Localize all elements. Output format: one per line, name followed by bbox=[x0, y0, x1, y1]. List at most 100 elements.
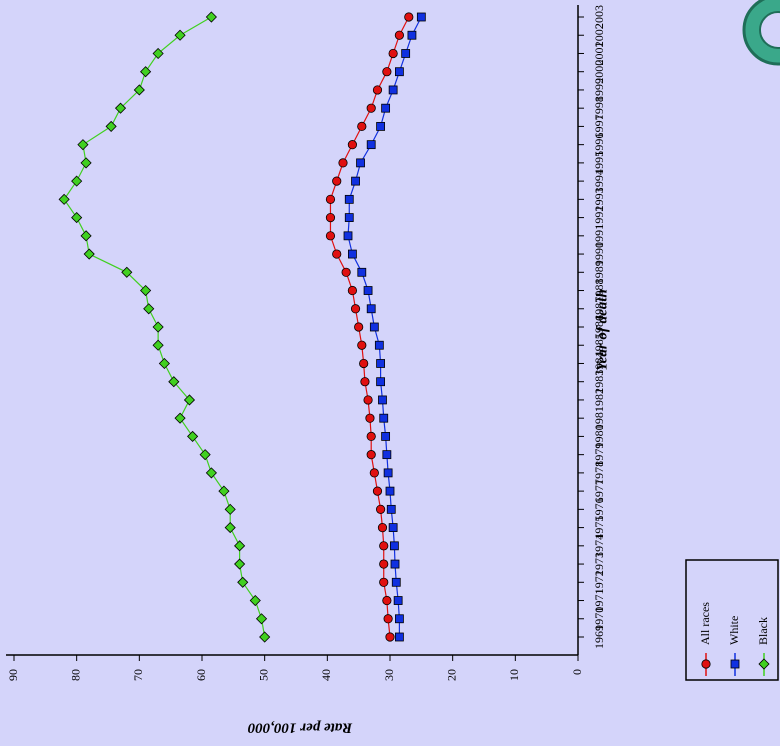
data-point bbox=[344, 194, 354, 204]
data-point bbox=[105, 120, 117, 132]
data-point bbox=[366, 450, 376, 460]
data-point bbox=[366, 140, 376, 150]
data-point bbox=[58, 193, 70, 205]
data-point bbox=[401, 49, 411, 58]
data-point bbox=[350, 304, 361, 314]
x-tick-label: 1974 bbox=[592, 534, 606, 558]
data-point bbox=[354, 322, 364, 332]
data-point bbox=[71, 212, 83, 224]
x-tick-label: 1982 bbox=[592, 388, 606, 412]
data-point bbox=[381, 432, 391, 441]
x-tick-label: 2003 bbox=[592, 5, 606, 29]
y-tick-label: 10 bbox=[507, 669, 521, 681]
x-tick-label: 1992 bbox=[592, 206, 606, 230]
y-tick-label: 80 bbox=[68, 669, 82, 681]
data-point bbox=[183, 394, 196, 406]
x-tick-label: 1973 bbox=[592, 552, 606, 576]
x-tick-label: 1980 bbox=[592, 424, 606, 448]
data-point bbox=[325, 194, 336, 204]
x-tick-label: 1976 bbox=[592, 497, 606, 521]
x-tick-label: 1995 bbox=[592, 151, 606, 175]
data-point bbox=[416, 12, 426, 22]
data-point bbox=[341, 267, 351, 277]
x-tick-label: 1986 bbox=[592, 315, 606, 339]
x-tick-label: 1987 bbox=[592, 297, 606, 321]
x-tick-label: 2001 bbox=[592, 41, 606, 65]
data-point bbox=[332, 176, 342, 186]
x-tick-label: 2002 bbox=[592, 23, 606, 47]
data-point bbox=[374, 340, 384, 350]
data-point bbox=[259, 631, 271, 643]
data-point bbox=[187, 430, 199, 442]
data-point bbox=[381, 103, 391, 113]
data-point bbox=[80, 230, 92, 242]
data-point bbox=[375, 504, 386, 514]
data-point bbox=[332, 249, 342, 259]
data-point bbox=[359, 358, 369, 369]
legend-label: White bbox=[727, 616, 741, 645]
data-point bbox=[224, 522, 236, 534]
data-point bbox=[237, 576, 249, 588]
data-point bbox=[234, 558, 246, 570]
x-tick-label: 1994 bbox=[592, 169, 606, 193]
data-point bbox=[249, 594, 261, 607]
data-point bbox=[224, 503, 236, 515]
data-point bbox=[199, 449, 211, 461]
x-tick-label: 1972 bbox=[592, 570, 606, 594]
x-tick-label: 1996 bbox=[592, 133, 606, 157]
legend-box bbox=[685, 559, 779, 681]
data-point bbox=[174, 29, 186, 41]
x-axis-title: Year of death bbox=[594, 289, 610, 371]
legend-marker bbox=[701, 659, 711, 669]
data-point bbox=[218, 485, 230, 497]
y-tick-label: 60 bbox=[194, 669, 208, 681]
x-tick-label: 1969 bbox=[592, 625, 606, 649]
data-point bbox=[365, 413, 375, 423]
data-point bbox=[114, 102, 127, 114]
y-tick-label: 20 bbox=[444, 669, 458, 681]
data-point bbox=[357, 340, 367, 350]
data-point bbox=[376, 359, 386, 368]
data-point bbox=[168, 376, 180, 388]
x-tick-label: 1978 bbox=[592, 461, 606, 485]
data-point bbox=[369, 322, 379, 332]
data-point bbox=[347, 249, 357, 259]
data-point bbox=[372, 486, 383, 496]
x-tick-label: 1991 bbox=[592, 224, 606, 248]
x-tick-label: 1985 bbox=[592, 333, 606, 357]
x-tick-label: 1997 bbox=[592, 114, 606, 138]
data-point bbox=[71, 175, 83, 187]
data-point bbox=[140, 284, 152, 297]
data-point bbox=[343, 231, 353, 241]
x-tick-label: 1984 bbox=[592, 351, 606, 375]
legend-label: All races bbox=[698, 602, 712, 645]
data-point bbox=[140, 66, 152, 78]
data-point bbox=[383, 614, 393, 624]
data-point bbox=[376, 122, 386, 131]
x-tick-label: 1998 bbox=[592, 96, 606, 120]
data-point bbox=[143, 303, 155, 315]
data-point bbox=[357, 267, 367, 277]
data-point bbox=[152, 321, 164, 333]
data-point bbox=[394, 67, 404, 77]
data-point bbox=[369, 468, 379, 478]
x-tick-label: 2000 bbox=[592, 60, 606, 84]
data-point bbox=[372, 85, 383, 95]
data-point bbox=[83, 248, 95, 260]
x-tick-label: 1979 bbox=[592, 443, 606, 467]
data-point bbox=[360, 377, 370, 387]
y-tick-label: 50 bbox=[256, 669, 270, 681]
data-point bbox=[325, 212, 336, 223]
data-point bbox=[376, 377, 386, 387]
y-tick-label: 40 bbox=[319, 669, 333, 681]
data-point bbox=[394, 632, 404, 642]
x-tick-label: 1999 bbox=[592, 78, 606, 102]
legend-label: Black bbox=[756, 617, 770, 645]
y-tick-label: 30 bbox=[382, 669, 396, 681]
data-point bbox=[388, 48, 398, 59]
logo bbox=[742, 0, 780, 66]
data-point bbox=[366, 304, 376, 314]
y-tick-label: 0 bbox=[570, 669, 584, 675]
data-point bbox=[158, 357, 170, 370]
data-point bbox=[382, 595, 392, 606]
